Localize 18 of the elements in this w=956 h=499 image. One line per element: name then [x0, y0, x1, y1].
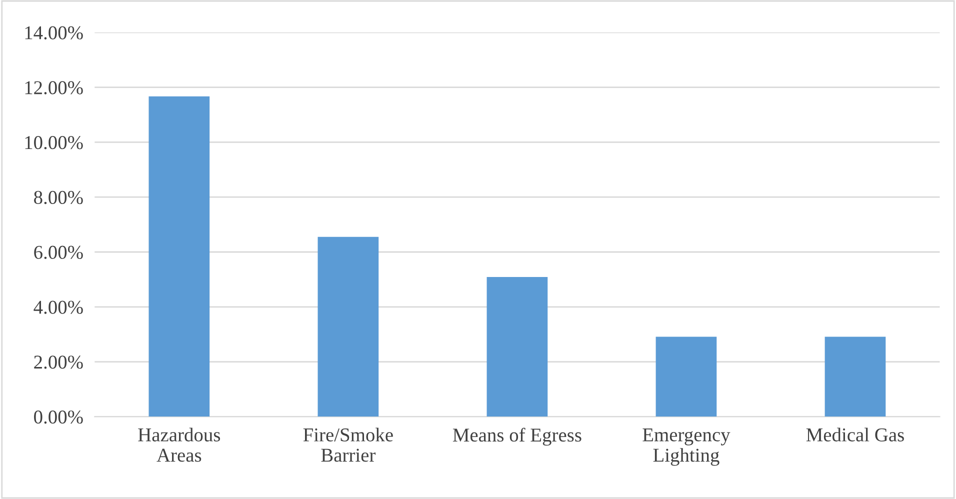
bar [656, 336, 717, 417]
x-tick-label: Medical Gas [806, 428, 904, 442]
y-tick-label: 12.00% [25, 81, 83, 94]
y-tick-label: 0.00% [34, 410, 83, 424]
y-tick-label: 2.00% [34, 356, 83, 369]
x-tick-label: Means of Egress [452, 428, 582, 446]
y-tick-label: 6.00% [34, 246, 83, 260]
bar [148, 96, 210, 417]
x-tick-label: Hazardous Areas [138, 428, 220, 462]
x-tick-label: Fire/Smoke Barrier [303, 428, 393, 462]
y-tick-label: 8.00% [34, 190, 83, 204]
bar [486, 276, 548, 417]
bar [318, 236, 379, 417]
y-tick-label: 10.00% [25, 136, 83, 150]
bar [824, 336, 886, 417]
x-tick-label: Emergency Lighting [642, 428, 730, 466]
y-tick-label: 4.00% [34, 300, 83, 314]
y-tick-label: 14.00% [25, 26, 83, 40]
